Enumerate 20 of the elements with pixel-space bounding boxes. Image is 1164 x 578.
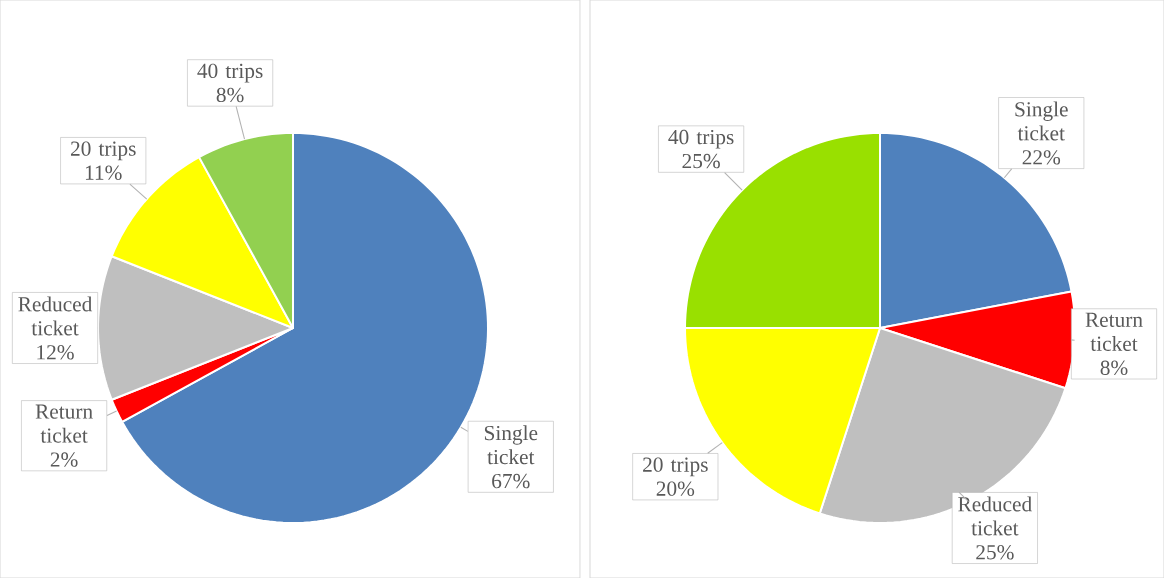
slice-label: Reduced ticket [18,296,93,336]
slice-label: Return ticket [1085,312,1143,351]
slice-label: Return ticket [35,404,93,443]
slice-label: 40 trips [197,63,263,83]
data-label: 2% [50,452,78,467]
data-label: 67% [492,473,530,489]
data-label: 22% [1022,150,1061,165]
data-label: 11% [85,165,122,180]
slice-label: Single ticket [484,425,538,465]
data-label: 8% [1100,360,1128,375]
slice-label: 40 trips [668,129,734,149]
data-label: 25% [976,545,1014,560]
data-label: 20% [656,481,695,496]
slice-label: 20 trips [643,457,708,477]
slice-label: Reduced ticket [958,496,1032,536]
slice-label: Single ticket [1015,101,1068,141]
data-label: 8% [216,87,244,103]
slice-label: 20 trips [70,141,136,161]
data-label: 12% [37,345,74,360]
data-label: 25% [682,153,720,169]
